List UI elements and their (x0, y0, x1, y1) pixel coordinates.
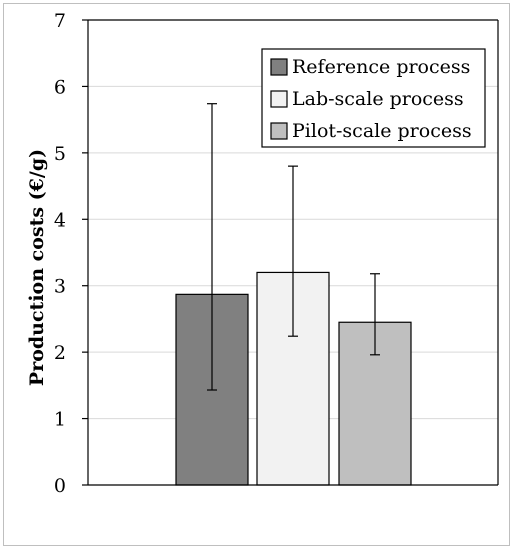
y-tick-label: 6 (54, 76, 66, 98)
y-tick-label: 0 (54, 475, 66, 497)
y-tick-label: 3 (54, 276, 66, 298)
legend-swatch (270, 122, 288, 140)
legend-box (261, 48, 486, 148)
legend-label: Lab-scale process (292, 88, 464, 110)
legend-swatch (270, 90, 288, 108)
legend: Reference process Lab-scale process Pilot-… (261, 48, 486, 148)
y-tick-label: 7 (54, 10, 66, 32)
legend-label: Pilot-scale process (292, 120, 472, 142)
error-bars (207, 103, 380, 391)
y-tick-label: 4 (54, 209, 66, 231)
y-tick-label: 2 (54, 342, 66, 364)
y-tick-labels: 0 1 2 3 4 5 6 7 (54, 10, 66, 497)
axes (82, 19, 499, 486)
y-tick-label: 1 (54, 409, 66, 431)
legend-swatch (270, 58, 288, 76)
legend-label: Reference process (292, 56, 470, 78)
y-axis-title: Production costs (€/g) (26, 149, 48, 386)
y-tick-label: 5 (54, 143, 66, 165)
